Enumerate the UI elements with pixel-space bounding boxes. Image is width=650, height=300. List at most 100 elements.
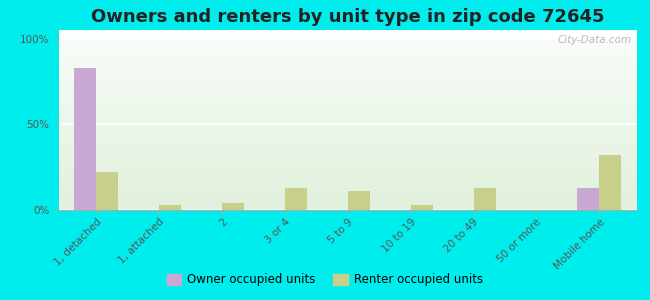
Text: City-Data.com: City-Data.com — [557, 35, 631, 45]
Bar — [58, 84, 637, 85]
Bar — [58, 159, 637, 160]
Bar — [58, 129, 637, 130]
Bar — [58, 170, 637, 171]
Bar — [58, 174, 637, 175]
Bar — [58, 48, 637, 49]
Bar — [58, 99, 637, 100]
Bar — [58, 202, 637, 203]
Bar — [58, 146, 637, 147]
Bar — [222, 203, 244, 210]
Bar — [58, 201, 637, 202]
Bar — [58, 199, 637, 200]
Bar — [58, 190, 637, 191]
Bar — [58, 78, 637, 79]
Bar — [58, 113, 637, 114]
Bar — [58, 98, 637, 99]
Bar — [58, 126, 637, 127]
Bar — [58, 97, 637, 98]
Bar — [58, 139, 637, 140]
Bar — [58, 157, 637, 158]
Bar — [285, 188, 307, 210]
Bar — [58, 124, 637, 125]
Bar — [58, 169, 637, 170]
Bar — [58, 103, 637, 104]
Bar — [58, 185, 637, 186]
Bar — [58, 143, 637, 144]
Bar — [58, 105, 637, 106]
Bar — [58, 44, 637, 45]
Bar — [58, 49, 637, 50]
Bar — [58, 197, 637, 198]
Bar — [411, 205, 433, 210]
Bar — [58, 186, 637, 187]
Bar — [58, 53, 637, 54]
Bar — [58, 54, 637, 55]
Bar — [58, 153, 637, 154]
Bar — [58, 165, 637, 166]
Bar — [58, 154, 637, 155]
Bar — [58, 64, 637, 65]
Bar — [58, 208, 637, 209]
Bar — [58, 46, 637, 47]
Bar — [58, 160, 637, 161]
Bar — [58, 192, 637, 193]
Bar — [58, 116, 637, 117]
Bar — [58, 136, 637, 137]
Bar — [58, 87, 637, 88]
Bar — [58, 158, 637, 159]
Bar — [58, 123, 637, 124]
Legend: Owner occupied units, Renter occupied units: Owner occupied units, Renter occupied un… — [162, 269, 488, 291]
Bar — [58, 155, 637, 156]
Bar — [159, 205, 181, 210]
Bar — [58, 200, 637, 201]
Bar — [58, 81, 637, 82]
Bar — [58, 132, 637, 133]
Bar — [58, 56, 637, 57]
Bar — [58, 62, 637, 63]
Bar — [58, 131, 637, 132]
Bar — [58, 110, 637, 111]
Bar — [58, 138, 637, 139]
Bar — [58, 102, 637, 103]
Bar — [58, 147, 637, 148]
Bar — [58, 180, 637, 181]
Bar — [74, 68, 96, 210]
Title: Owners and renters by unit type in zip code 72645: Owners and renters by unit type in zip c… — [91, 8, 604, 26]
Bar — [58, 206, 637, 207]
Bar — [58, 178, 637, 179]
Bar — [58, 141, 637, 142]
Bar — [58, 118, 637, 119]
Bar — [58, 74, 637, 75]
Bar — [599, 155, 621, 210]
Bar — [348, 191, 370, 210]
Bar — [58, 52, 637, 53]
Bar — [58, 175, 637, 176]
Bar — [58, 148, 637, 149]
Bar — [58, 195, 637, 196]
Bar — [58, 115, 637, 116]
Bar — [58, 145, 637, 146]
Bar — [58, 57, 637, 58]
Bar — [58, 152, 637, 153]
Bar — [58, 149, 637, 150]
Bar — [58, 127, 637, 128]
Bar — [58, 133, 637, 134]
Bar — [58, 177, 637, 178]
Bar — [58, 67, 637, 68]
Bar — [58, 164, 637, 165]
Bar — [58, 79, 637, 80]
Bar — [58, 45, 637, 46]
Bar — [58, 69, 637, 70]
Bar — [58, 107, 637, 108]
Bar — [58, 117, 637, 118]
Bar — [58, 80, 637, 81]
Bar — [58, 104, 637, 105]
Bar — [58, 47, 637, 48]
Bar — [58, 88, 637, 89]
Bar — [58, 41, 637, 42]
Bar — [58, 167, 637, 168]
Bar — [58, 209, 637, 210]
Bar — [58, 42, 637, 43]
Bar — [58, 205, 637, 206]
Bar — [58, 135, 637, 136]
